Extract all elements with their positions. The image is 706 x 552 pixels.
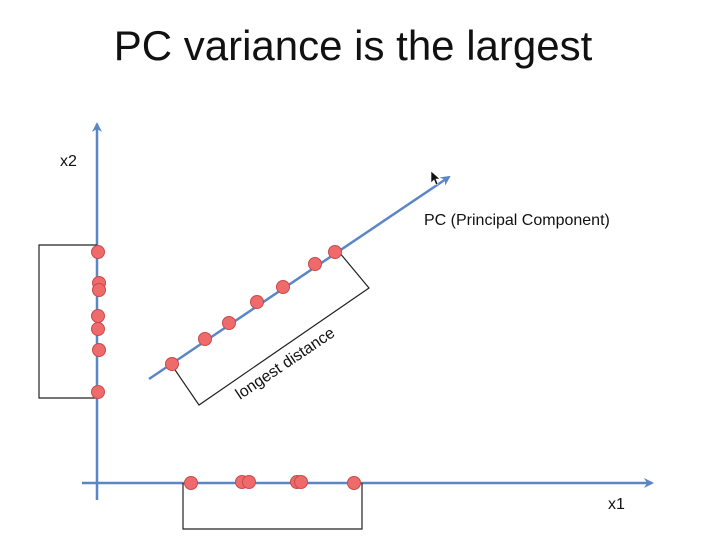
- mouse-pointer-icon: [430, 170, 441, 186]
- data-point: [294, 475, 308, 489]
- data-point: [91, 322, 105, 336]
- data-point: [91, 385, 105, 399]
- y-axis-label: x2: [60, 153, 77, 170]
- data-point: [91, 245, 105, 259]
- pc-axis: [148, 175, 451, 381]
- x-projection-bracket: [182, 483, 363, 530]
- data-point: [92, 343, 106, 357]
- x2-projected-points: [91, 245, 106, 399]
- data-point: [198, 332, 212, 346]
- slide-title: PC variance is the largest: [113, 22, 593, 69]
- data-point: [92, 283, 106, 297]
- data-point: [250, 295, 264, 309]
- x-axis-label: x1: [608, 496, 625, 513]
- data-point: [242, 475, 256, 489]
- pc-longest-distance-bracket: [170, 251, 370, 406]
- data-point: [308, 257, 322, 271]
- y-projection-bracket: [38, 244, 97, 399]
- pc-projected-points: [165, 245, 342, 371]
- data-point: [347, 476, 361, 490]
- data-point: [222, 316, 236, 330]
- data-point: [328, 245, 342, 259]
- data-point: [276, 280, 290, 294]
- data-point: [184, 476, 198, 490]
- data-point: [165, 357, 179, 371]
- data-point: [91, 309, 105, 323]
- x1-projected-points: [184, 475, 361, 490]
- pc-axis-label: PC (Principal Component): [424, 212, 610, 229]
- longest-distance-label: longest distance: [233, 325, 338, 404]
